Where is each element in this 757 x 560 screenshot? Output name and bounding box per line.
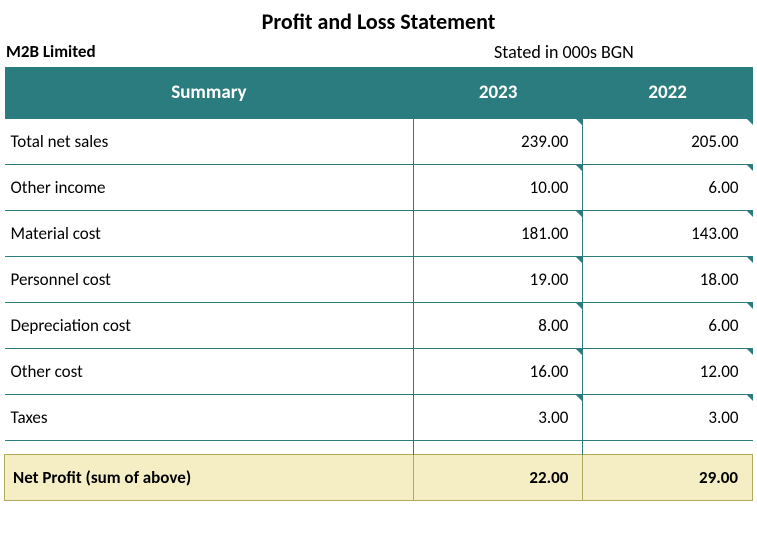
table-row: Depreciation cost 8.00 6.00 <box>5 303 753 349</box>
row-value-2022: 205.00 <box>583 119 753 165</box>
col-2022: 2022 <box>583 67 753 119</box>
row-value-2022: 143.00 <box>583 211 753 257</box>
cell-marker-icon <box>747 165 753 171</box>
cell-marker-icon <box>576 211 582 217</box>
stated-in: Stated in 000s BGN <box>414 41 634 63</box>
cell-marker-icon <box>747 395 753 401</box>
row-value-2023: 181.00 <box>413 211 583 257</box>
row-label: Other cost <box>5 349 414 395</box>
row-label: Material cost <box>5 211 414 257</box>
subtitle-row: M2B Limited Stated in 000s BGN <box>4 41 753 63</box>
table-row: Total net sales 239.00 205.00 <box>5 119 753 165</box>
row-label: Other income <box>5 165 414 211</box>
net-label: Net Profit (sum of above) <box>5 455 414 501</box>
pl-table: Summary 2023 2022 Total net sales 239.00… <box>4 67 753 501</box>
row-value-2023: 3.00 <box>413 395 583 441</box>
row-label: Taxes <box>5 395 414 441</box>
row-value-2022: 12.00 <box>583 349 753 395</box>
cell-marker-icon <box>747 257 753 263</box>
spacer-row <box>5 441 753 455</box>
company-name: M2B Limited <box>4 41 414 63</box>
header-row: Summary 2023 2022 <box>5 67 753 119</box>
cell-marker-icon <box>747 211 753 217</box>
row-label: Total net sales <box>5 119 414 165</box>
cell-marker-icon <box>576 119 582 125</box>
table-row: Other cost 16.00 12.00 <box>5 349 753 395</box>
row-value-2023: 19.00 <box>413 257 583 303</box>
cell-marker-icon <box>576 349 582 355</box>
row-value-2022: 6.00 <box>583 165 753 211</box>
table-row: Personnel cost 19.00 18.00 <box>5 257 753 303</box>
cell-marker-icon <box>747 349 753 355</box>
row-label: Personnel cost <box>5 257 414 303</box>
net-value-2023: 22.00 <box>413 455 583 501</box>
page-title: Profit and Loss Statement <box>4 8 753 35</box>
cell-marker-icon <box>747 119 753 125</box>
row-value-2022: 3.00 <box>583 395 753 441</box>
row-value-2022: 18.00 <box>583 257 753 303</box>
row-value-2022: 6.00 <box>583 303 753 349</box>
row-value-2023: 10.00 <box>413 165 583 211</box>
col-2023: 2023 <box>413 67 583 119</box>
cell-marker-icon <box>576 165 582 171</box>
row-value-2023: 8.00 <box>413 303 583 349</box>
cell-marker-icon <box>576 303 582 309</box>
cell-marker-icon <box>576 395 582 401</box>
row-value-2023: 239.00 <box>413 119 583 165</box>
row-value-2023: 16.00 <box>413 349 583 395</box>
table-row: Other income 10.00 6.00 <box>5 165 753 211</box>
cell-marker-icon <box>747 303 753 309</box>
net-value-2022: 29.00 <box>583 455 753 501</box>
row-label: Depreciation cost <box>5 303 414 349</box>
col-summary: Summary <box>5 67 414 119</box>
table-row: Taxes 3.00 3.00 <box>5 395 753 441</box>
net-profit-row: Net Profit (sum of above) 22.00 29.00 <box>5 455 753 501</box>
table-row: Material cost 181.00 143.00 <box>5 211 753 257</box>
cell-marker-icon <box>576 257 582 263</box>
